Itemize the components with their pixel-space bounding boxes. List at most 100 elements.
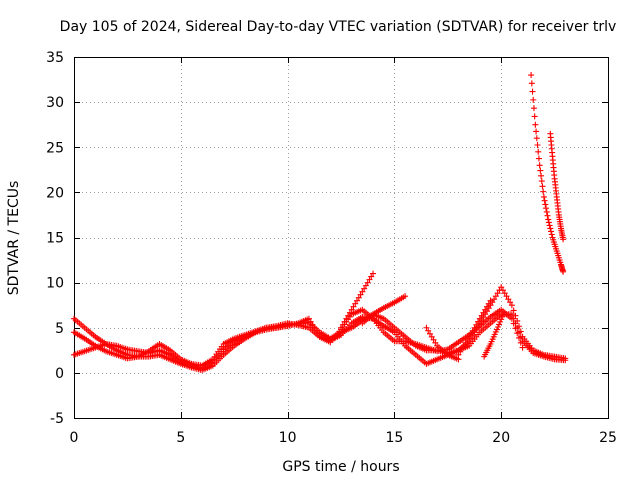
series-track-f	[423, 324, 462, 363]
data-point	[544, 212, 551, 219]
data-point	[346, 309, 353, 316]
data-point	[313, 327, 320, 334]
series-track-h	[481, 311, 507, 360]
data-point	[471, 324, 478, 331]
data-point	[532, 121, 539, 128]
data-point	[519, 344, 526, 351]
data-point	[368, 273, 375, 280]
data-marks	[71, 72, 569, 374]
data-point	[531, 113, 538, 120]
data-point	[366, 276, 373, 283]
data-point	[357, 291, 364, 298]
data-point	[540, 188, 547, 195]
data-point	[530, 105, 537, 112]
data-point	[512, 325, 519, 332]
data-point	[473, 321, 480, 328]
data-point	[305, 315, 312, 322]
data-point	[339, 321, 346, 328]
data-point	[309, 321, 316, 328]
data-point	[543, 208, 550, 215]
data-point	[467, 330, 474, 337]
data-point	[516, 334, 522, 341]
data-point	[536, 162, 543, 169]
y-tick-label: 20	[46, 185, 64, 201]
y-tick-label: -5	[50, 411, 64, 427]
y-tick-label: 30	[46, 95, 64, 111]
data-point	[548, 231, 555, 238]
data-point	[354, 297, 361, 304]
data-point	[508, 315, 515, 322]
data-point	[483, 303, 490, 310]
data-point	[348, 306, 355, 313]
data-point	[432, 339, 439, 346]
series-track-d	[338, 270, 377, 331]
y-tick-label: 25	[46, 140, 64, 156]
data-point	[517, 339, 524, 346]
data-point	[476, 315, 483, 322]
data-point	[533, 135, 540, 142]
data-point	[370, 270, 377, 277]
data-point	[343, 315, 350, 322]
data-point	[496, 321, 503, 328]
data-point	[352, 300, 359, 307]
data-point	[494, 290, 501, 297]
x-tick-label: 10	[279, 430, 297, 446]
data-point	[562, 357, 569, 364]
x-tick-label: 5	[176, 430, 185, 446]
series-track-i	[528, 72, 567, 275]
data-point	[311, 324, 318, 331]
data-point	[530, 96, 537, 103]
y-tick-label: 10	[46, 276, 64, 292]
data-point	[501, 290, 508, 297]
data-point	[482, 306, 489, 313]
data-point	[499, 287, 506, 294]
tick-labels: 0 5 10 15 20 25 -5 0 5 10 15 20 25 30 35	[46, 50, 617, 446]
data-point	[508, 302, 515, 309]
series-track-j	[547, 130, 567, 243]
data-point	[314, 330, 321, 337]
data-point	[510, 307, 517, 314]
data-point	[535, 148, 542, 155]
series-track-e	[359, 293, 409, 327]
series-track-a	[71, 284, 569, 374]
data-point	[528, 80, 535, 87]
data-point	[491, 296, 498, 303]
axis-ticks	[74, 57, 609, 419]
data-point	[362, 282, 369, 289]
data-point	[427, 330, 433, 337]
data-point	[350, 303, 357, 310]
data-point	[492, 293, 499, 300]
data-point	[341, 318, 348, 325]
x-tick-label: 20	[492, 430, 510, 446]
data-point	[425, 327, 432, 334]
data-point	[493, 326, 500, 333]
data-point	[512, 312, 519, 319]
data-point	[535, 155, 542, 162]
data-point	[498, 316, 505, 323]
data-point	[533, 128, 540, 135]
grid	[74, 57, 608, 418]
data-point	[480, 309, 487, 316]
data-point	[402, 293, 409, 300]
data-point	[466, 333, 473, 340]
data-point	[503, 293, 510, 300]
data-point	[361, 285, 368, 292]
plot-frame	[74, 57, 609, 419]
data-point	[539, 183, 546, 190]
x-axis-label: GPS time / hours	[282, 459, 399, 475]
data-point	[423, 324, 430, 331]
data-point	[497, 318, 504, 325]
data-point	[338, 324, 344, 331]
data-point	[459, 345, 466, 352]
data-point	[487, 297, 494, 304]
data-point	[462, 339, 469, 346]
data-point	[545, 216, 552, 223]
y-tick-label: 5	[55, 321, 64, 337]
data-point	[546, 222, 553, 229]
data-point	[345, 312, 352, 319]
data-point	[541, 197, 548, 204]
y-tick-label: 0	[55, 366, 64, 382]
data-point	[529, 88, 536, 95]
